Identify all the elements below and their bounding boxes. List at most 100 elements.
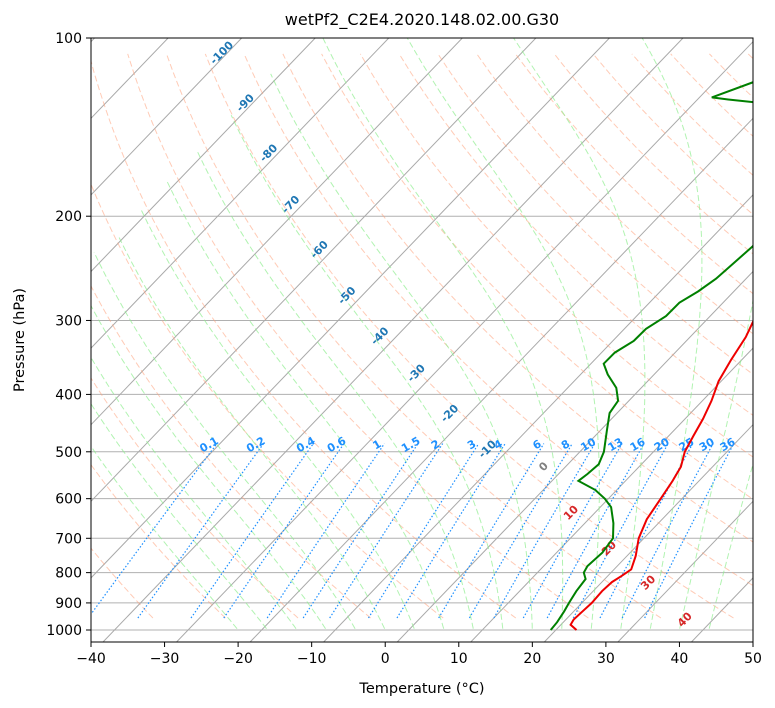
moist-adiabat [93,251,356,629]
moist-adiabat [322,38,564,629]
dry-adiabat [91,377,299,619]
moist-adiabat [91,356,297,629]
dry-adiabat [127,53,589,619]
isotherm-label: -100 [207,38,236,67]
moist-adiabat [641,38,703,629]
dewpoint-profile [549,81,753,631]
dry-adiabat [359,53,753,458]
moist-adiabat [91,304,326,629]
x-tick-label: 50 [744,651,762,667]
isotherm-label: -50 [335,284,358,307]
moist-adiabat [117,234,386,629]
y-tick-label: 700 [55,531,82,547]
x-tick-label: 0 [381,651,390,667]
isotherm-line [91,38,390,349]
mixing-ratio-line [396,443,506,619]
dry-adiabat [243,53,753,587]
isotherm-line [249,117,753,642]
moist-adiabat [91,445,238,630]
dry-adiabat [166,53,662,619]
isotherm-line [91,38,463,426]
isotherm-line [617,500,753,642]
dry-adiabat [204,53,734,619]
moist-adiabat [270,73,533,629]
sounding-profiles [549,81,753,631]
moist-adiabat [406,38,600,629]
dry-adiabat [476,53,753,335]
moist-adiabat [230,114,504,629]
isotherm-label: 0 [536,459,551,474]
y-axis-label: Pressure (hPa) [12,288,28,392]
mixing-ratio-line [438,443,545,619]
mixing-ratio-label: 8 [559,437,572,452]
y-tick-label: 800 [55,566,82,582]
isotherm-label: -20 [438,402,461,425]
y-axis: 100 200 300 400 500 600 700 800 900 1000 [46,31,91,639]
x-tick-label: 20 [523,651,541,667]
isotherm-label: -30 [405,361,428,384]
moist-adiabat [513,38,646,629]
isotherm-line [102,38,684,642]
mixing-ratio-line [190,443,314,619]
mixing-ratio-line [329,443,444,619]
isotherm-line [91,38,316,273]
y-tick-label: 100 [55,31,82,47]
mixing-ratio-line [468,443,573,619]
dry-adiabat [709,53,753,99]
dry-adiabat [553,53,753,255]
dry-adiabat [398,53,753,416]
mixing-ratio-line [644,443,735,619]
mixing-ratio-line [91,443,218,616]
dry-adiabat [91,547,154,619]
isotherm-label: 40 [675,609,695,629]
isotherm-line [176,40,753,642]
mixing-ratio-line [546,443,645,619]
y-tick-label: 200 [55,209,82,225]
isotherm-label: 30 [638,572,658,592]
x-axis: −40 −30 −20 −10 0 10 20 30 40 50 [76,642,762,667]
dry-adiabat [747,53,753,60]
moist-adiabat [166,181,445,629]
isotherm-label: -80 [257,141,280,164]
temperature-profile [569,319,753,631]
isotherm-line [543,423,753,642]
isotherm-label: 20 [599,538,619,558]
isotherm-label: -90 [234,91,257,114]
dry-adiabat [321,53,753,500]
y-tick-label: 1000 [46,623,82,639]
isotherm-line [91,38,537,503]
mixing-ratio-line [223,443,345,619]
x-tick-label: −30 [150,651,180,667]
isotherm-line [91,38,243,196]
moist-adiabat [196,150,474,629]
y-tick-label: 300 [55,313,82,329]
x-tick-label: −40 [76,651,106,667]
isotherm-line [396,270,753,642]
isotherm-line [765,38,775,642]
chart-title: wetPf2_C2E4.2020.148.02.00.G30 [285,10,559,30]
moist-adiabat [140,209,415,629]
mixing-ratio-line [367,443,480,619]
isotherm-line [91,38,610,579]
x-axis-label: Temperature (°C) [358,681,484,697]
y-tick-label: 900 [55,596,82,612]
isotherm-line [323,194,753,642]
mixing-ratio-line [621,443,714,619]
y-tick-label: 400 [55,387,82,403]
isotherm-label: -70 [279,193,302,216]
dry-adiabat [91,463,226,619]
isotherm-label: -60 [308,238,331,261]
plot-frame [90,37,754,643]
dry-adiabat [592,53,753,216]
dry-adiabat [282,53,753,543]
mixing-ratio-line [522,443,623,619]
x-tick-label: 30 [597,651,615,667]
mixing-ratio-line [493,443,596,619]
mixing-ratio-line [572,443,669,619]
y-tick-label: 600 [55,492,82,508]
moist-adiabat [679,298,753,629]
mixing-ratio-label: 6 [530,437,543,452]
dry-adiabat [515,53,753,295]
